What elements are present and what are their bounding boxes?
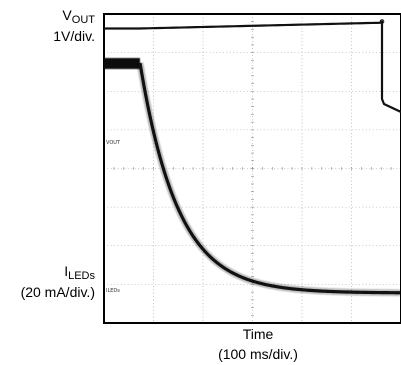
iled-channel-label: ILEDs [64, 263, 95, 282]
vout-label-main: V [62, 7, 72, 23]
vout-channel-label: VOUT [62, 7, 95, 26]
vout-trace [104, 20, 401, 113]
vout-trace-marker: VOUT [106, 140, 121, 146]
iled-scale-label: (20 mA/div.) [20, 284, 95, 300]
traces [104, 19, 401, 297]
vout-label-sub: OUT [71, 14, 95, 26]
iled-trace-marker: ILEDs [106, 288, 120, 294]
iled-label-sub: LEDs [68, 270, 95, 282]
vout-scale-label: 1V/div. [53, 28, 95, 44]
iled-label-main: I [64, 263, 69, 279]
iled-trace-plateau [104, 58, 140, 69]
plot-grid [103, 13, 401, 324]
time-axis-label-text: Time [242, 326, 274, 342]
vout-trace-cursor [379, 19, 385, 24]
time-scale-label-text: (100 ms/div.) [218, 346, 298, 362]
plot-frame [103, 13, 401, 324]
iled-trace [138, 62, 401, 295]
iled-trace-halo [136, 62, 401, 297]
